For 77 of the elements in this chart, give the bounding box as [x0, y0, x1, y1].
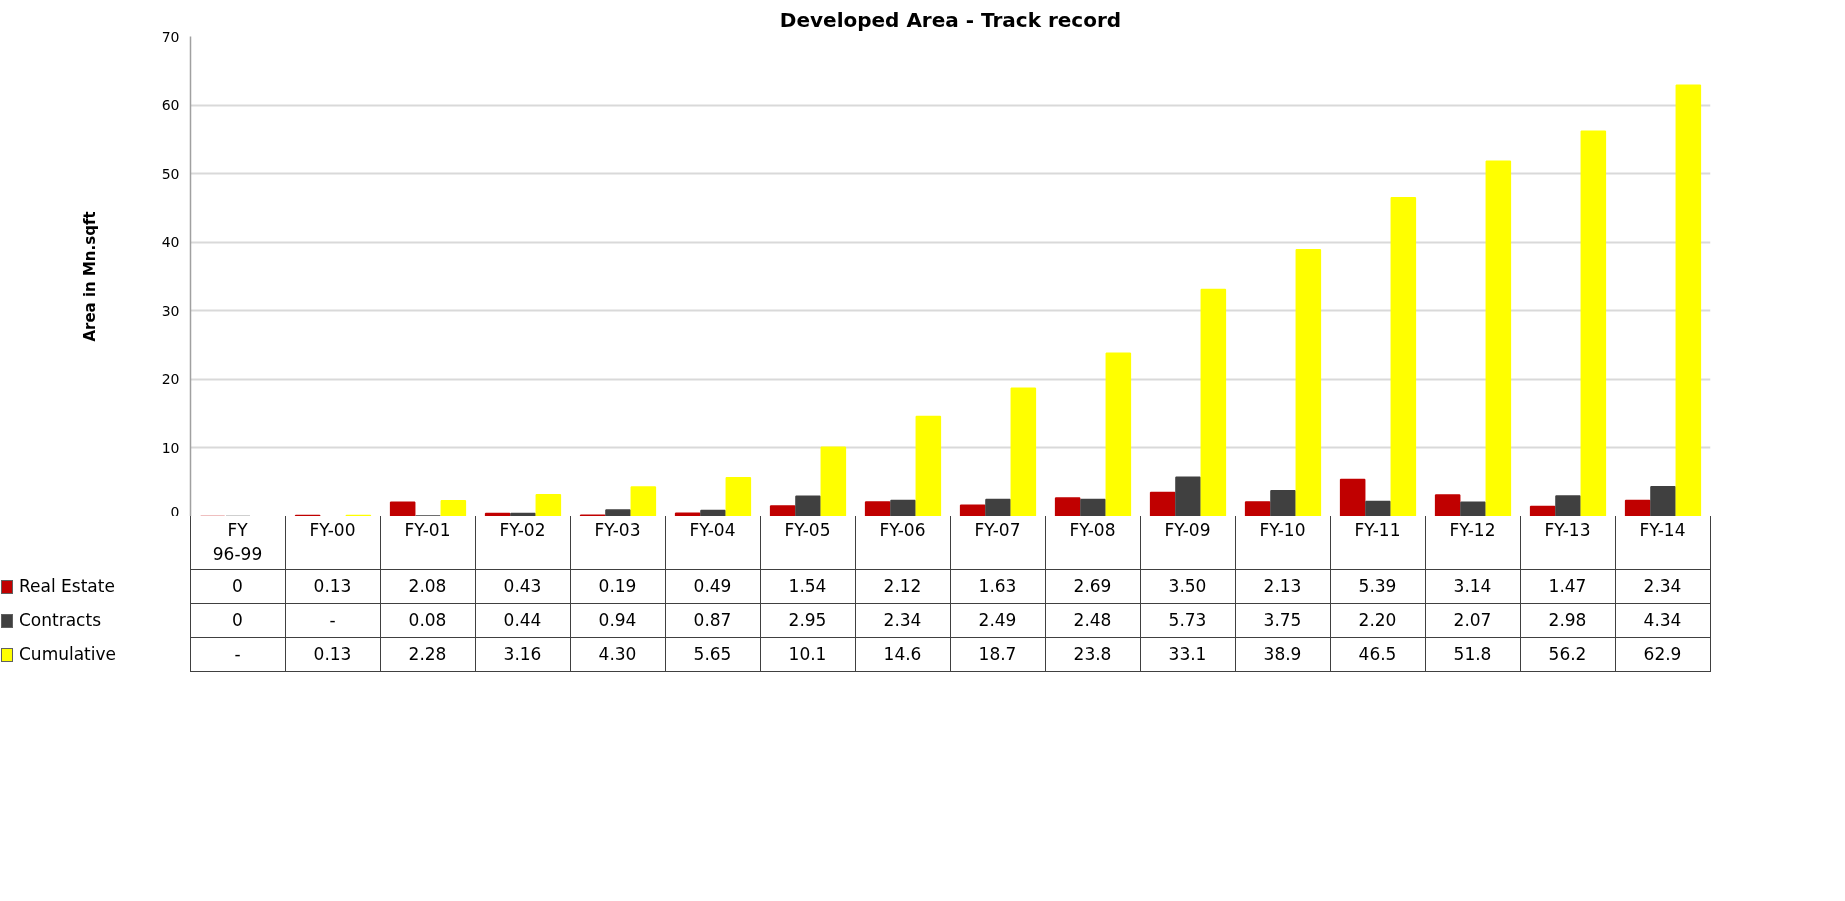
data-label: 0.19 — [570, 569, 665, 604]
data-label: 5.39 — [1330, 569, 1425, 604]
data-label: 2.12 — [855, 569, 950, 604]
data-label: 14.6 — [855, 637, 950, 672]
data-label: 2.48 — [1045, 603, 1140, 638]
y-tick-label: 20 — [161, 371, 180, 388]
data-label: 2.34 — [855, 603, 950, 638]
x-tick-label: FY-10 — [1235, 516, 1330, 570]
x-tick-label: FY-02 — [475, 516, 570, 570]
data-label: 2.34 — [1615, 569, 1710, 604]
y-tick-label: 40 — [161, 234, 180, 251]
x-tick-label: FY-05 — [760, 516, 855, 570]
data-label: 62.9 — [1615, 637, 1710, 672]
data-label: 2.13 — [1235, 569, 1330, 604]
data-label: 18.7 — [950, 637, 1045, 672]
data-label: 0.08 — [380, 603, 475, 638]
data-label: 0.87 — [665, 603, 760, 638]
y-tick-label: 0 — [170, 503, 180, 520]
x-tick-label: FY-03 — [570, 516, 665, 570]
data-label: 2.95 — [760, 603, 855, 638]
x-tick-label: FY-01 — [380, 516, 475, 570]
data-label: 4.30 — [570, 637, 665, 672]
data-label: 0 — [190, 569, 285, 604]
data-label: 33.1 — [1140, 637, 1235, 672]
y-tick-label: 70 — [161, 28, 180, 45]
x-tick-label: FY-13 — [1520, 516, 1615, 570]
data-label: 2.98 — [1520, 603, 1615, 638]
data-label: 10.1 — [760, 637, 855, 672]
legend-label: Contracts — [18, 608, 102, 632]
legend-label: Real Estate — [18, 574, 116, 598]
x-tick-label: FY-07 — [950, 516, 1045, 570]
data-label: 2.49 — [950, 603, 1045, 638]
data-label: 2.20 — [1330, 603, 1425, 638]
data-label: 1.63 — [950, 569, 1045, 604]
data-label: 38.9 — [1235, 637, 1330, 672]
data-label: 56.2 — [1520, 637, 1615, 672]
x-tick-label: FY 96-99 — [190, 516, 285, 570]
x-tick-label: FY-09 — [1140, 516, 1235, 570]
x-tick-label: FY-00 — [285, 516, 380, 570]
data-label: 3.14 — [1425, 569, 1520, 604]
data-label: 1.47 — [1520, 569, 1615, 604]
data-label: 3.75 — [1235, 603, 1330, 638]
y-tick-label: 60 — [161, 97, 180, 114]
data-label: 4.34 — [1615, 603, 1710, 638]
data-label: 0.94 — [570, 603, 665, 638]
x-tick-label: FY-12 — [1425, 516, 1520, 570]
data-label: 0 — [190, 603, 285, 638]
data-label: 0.49 — [665, 569, 760, 604]
x-tick-label: FY-04 — [665, 516, 760, 570]
x-tick-label: FY-11 — [1330, 516, 1425, 570]
data-label: 2.07 — [1425, 603, 1520, 638]
data-label: 0.13 — [285, 569, 380, 604]
data-label: 46.5 — [1330, 637, 1425, 672]
data-label: 23.8 — [1045, 637, 1140, 672]
data-label: 0.43 — [475, 569, 570, 604]
data-label: 5.65 — [665, 637, 760, 672]
legend-label: Cumulative — [18, 642, 118, 666]
data-label: 2.28 — [380, 637, 475, 672]
x-tick-label: FY-14 — [1615, 516, 1710, 570]
data-label: 3.50 — [1140, 569, 1235, 604]
y-tick-label: 50 — [161, 165, 180, 182]
chart-title: Developed Area - Track record — [779, 7, 1122, 32]
data-label: 51.8 — [1425, 637, 1520, 672]
data-label: 1.54 — [760, 569, 855, 604]
data-label: 5.73 — [1140, 603, 1235, 638]
data-label: 3.16 — [475, 637, 570, 672]
data-label: 0.44 — [475, 603, 570, 638]
text: - — [234, 643, 241, 664]
data-label: 0.13 — [285, 637, 380, 672]
y-tick-label: 10 — [161, 439, 180, 456]
y-tick-label: 30 — [161, 302, 180, 319]
text: - — [329, 609, 336, 630]
data-label: 2.08 — [380, 569, 475, 604]
data-label: 2.69 — [1045, 569, 1140, 604]
x-tick-label: FY-08 — [1045, 516, 1140, 570]
y-axis-title: Area in Mn.sqft — [80, 211, 99, 342]
x-tick-label: FY-06 — [855, 516, 950, 570]
